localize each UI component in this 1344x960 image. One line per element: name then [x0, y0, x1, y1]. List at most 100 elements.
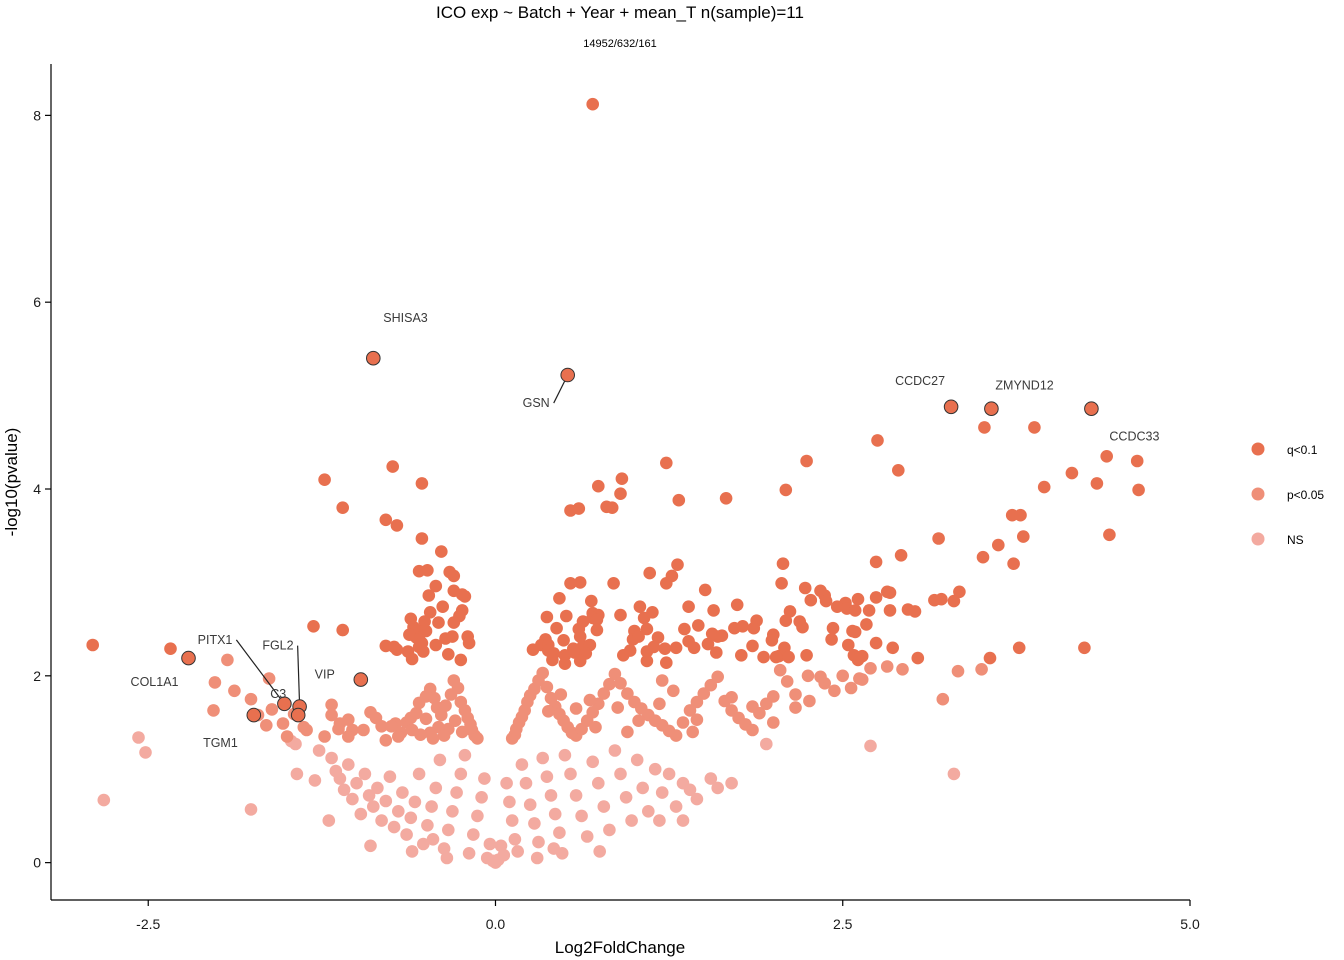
- data-point: [687, 641, 701, 655]
- data-point: [814, 670, 827, 684]
- data-point: [894, 549, 908, 562]
- data-point: [789, 688, 802, 701]
- data-point: [403, 628, 416, 641]
- gene-labels: SHISA3 GSN CCDC27 ZMYND12 CCDC33 PITX1 FGL2 COL…: [131, 311, 1160, 750]
- data-point: [730, 598, 744, 612]
- data-point: [423, 606, 437, 619]
- data-point: [600, 500, 613, 514]
- data-point: [546, 653, 559, 667]
- data-point: [557, 634, 570, 647]
- data-point: [575, 809, 588, 823]
- data-point: [698, 583, 712, 597]
- data-point: [244, 803, 258, 816]
- data-point: [410, 706, 423, 720]
- data-point: [451, 681, 465, 695]
- legend-swatch: [1251, 487, 1265, 501]
- data-point: [669, 729, 683, 742]
- data-point: [614, 677, 627, 690]
- data-point: [801, 669, 815, 683]
- y-tick-label: 2: [33, 668, 41, 684]
- data-point: [880, 660, 894, 673]
- data-point: [544, 789, 558, 802]
- data-point: [362, 789, 376, 802]
- data-point: [828, 684, 841, 698]
- data-point: [436, 600, 450, 613]
- data-point: [260, 719, 273, 732]
- data-point: [553, 592, 566, 605]
- data-point: [953, 585, 966, 599]
- data-point: [951, 664, 965, 678]
- x-tick-label: -2.5: [136, 916, 160, 932]
- data-point: [383, 770, 397, 783]
- data-point: [767, 690, 780, 703]
- data-point: [325, 708, 338, 722]
- data-point: [554, 688, 568, 701]
- data-point: [947, 767, 961, 781]
- data-point: [419, 712, 433, 726]
- data-point: [848, 625, 862, 639]
- data-point: [692, 619, 705, 632]
- data-point: [660, 456, 673, 470]
- labeled-point: [366, 350, 381, 366]
- data-point: [765, 634, 779, 647]
- data-point: [572, 502, 586, 515]
- data-point: [421, 819, 434, 832]
- data-point: [400, 828, 413, 841]
- data-point: [308, 774, 322, 787]
- data-point: [573, 654, 587, 668]
- data-point: [443, 565, 457, 579]
- data-point: [358, 767, 372, 781]
- x-axis-title: Log2FoldChange: [555, 938, 685, 957]
- gene-label: TGM1: [203, 736, 238, 750]
- data-point: [1065, 466, 1079, 480]
- data-point: [228, 684, 241, 698]
- data-point: [619, 791, 633, 804]
- data-point: [683, 783, 697, 797]
- data-point: [719, 492, 733, 505]
- data-point: [800, 649, 813, 662]
- data-point: [497, 848, 511, 862]
- data-point: [132, 731, 145, 744]
- data-point: [322, 814, 336, 827]
- data-point: [86, 638, 99, 652]
- label-connector: [297, 645, 301, 707]
- legend-label: NS: [1287, 533, 1304, 547]
- data-point: [653, 697, 666, 711]
- labeled-point: [353, 672, 369, 687]
- data-point: [558, 657, 572, 670]
- data-point: [207, 704, 220, 717]
- data-point: [653, 814, 666, 827]
- data-point: [364, 839, 377, 853]
- data-point: [419, 624, 433, 638]
- data-point: [379, 794, 393, 808]
- data-point: [564, 577, 577, 590]
- data-point: [623, 644, 637, 657]
- data-point: [746, 700, 759, 713]
- data-point: [550, 621, 563, 635]
- data-point: [336, 501, 350, 514]
- data-point: [780, 675, 794, 688]
- data-point: [1090, 477, 1104, 490]
- legend-label: p<0.05: [1287, 488, 1324, 502]
- data-point: [429, 781, 443, 795]
- data-point: [640, 622, 654, 636]
- data-point: [547, 842, 561, 855]
- data-point: [947, 594, 961, 608]
- data-point: [826, 621, 840, 635]
- data-point: [586, 97, 599, 111]
- data-point: [1028, 421, 1041, 434]
- data-point: [433, 753, 447, 767]
- data-point: [848, 604, 862, 617]
- data-point: [458, 590, 472, 603]
- data-point: [432, 616, 445, 629]
- data-point: [564, 767, 577, 781]
- data-point: [426, 732, 440, 745]
- data-point: [789, 701, 802, 714]
- data-point: [779, 483, 793, 497]
- data-point: [932, 532, 945, 545]
- labeled-point: [943, 399, 959, 415]
- data-point: [536, 751, 549, 765]
- data-point: [307, 620, 320, 633]
- data-point: [883, 604, 897, 617]
- data-point: [357, 723, 370, 737]
